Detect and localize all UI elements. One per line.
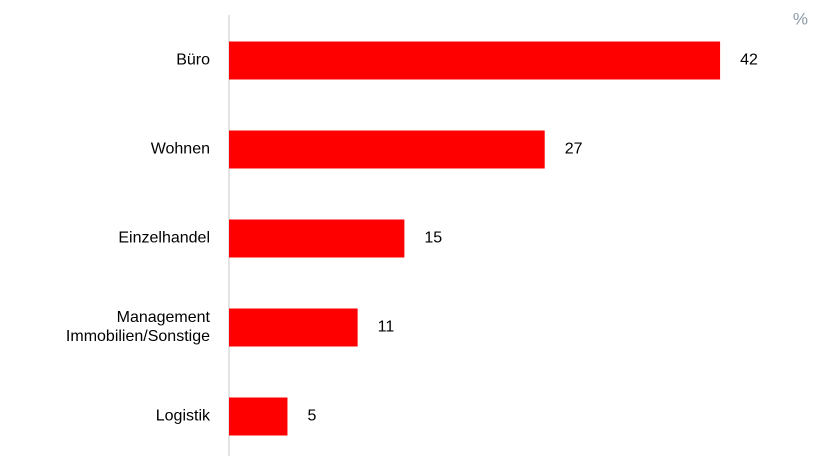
y-tick-label: Management Immobilien/Sonstige <box>66 309 211 345</box>
unit-label: % <box>793 9 808 28</box>
bar <box>229 41 721 80</box>
y-tick-label: Büro <box>176 52 210 69</box>
bar <box>229 130 545 169</box>
y-tick-label: Logistik <box>156 408 211 425</box>
value-label: 42 <box>740 52 758 69</box>
bar <box>229 308 358 347</box>
value-label: 11 <box>378 319 395 336</box>
value-label: 5 <box>307 408 316 425</box>
bar <box>229 219 405 258</box>
y-tick-label: Einzelhandel <box>118 230 210 247</box>
bar <box>229 397 288 436</box>
value-label: 27 <box>565 141 583 158</box>
y-tick-label: Wohnen <box>151 141 210 158</box>
value-label: 15 <box>424 230 442 247</box>
